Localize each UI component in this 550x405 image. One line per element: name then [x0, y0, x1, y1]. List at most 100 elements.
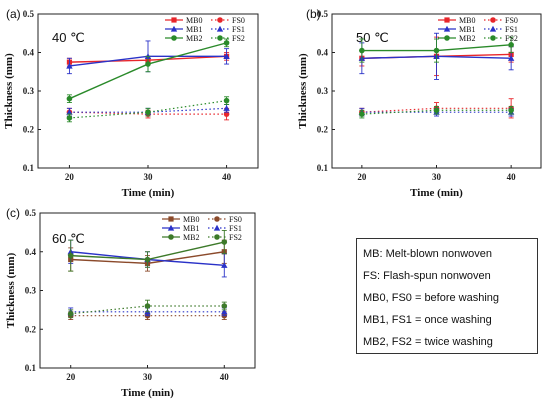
- panel-c-xtick-label-2: 40: [220, 372, 230, 382]
- panel-a-legend-label-fs0: FS0: [232, 16, 245, 25]
- panel-c-series-mb1-point-2: [221, 262, 228, 268]
- panel-b-legend-marker-mb2: [444, 35, 450, 41]
- panel-c-legend-marker-fs1: [213, 224, 221, 231]
- panel-b-legend-label-mb2: MB2: [459, 34, 475, 43]
- panel-a-xtick-label-2: 40: [222, 172, 232, 182]
- panel-b-series-mb2-point-1: [433, 47, 440, 54]
- panel-c-ytick-label-1: 0.2: [25, 324, 37, 334]
- panel-a-series-fs2: [66, 96, 230, 123]
- panel-c-ytick-label-2: 0.3: [25, 286, 37, 296]
- panel-a-legend-marker-mb1: [170, 25, 178, 32]
- panel-a-legend-marker-fs2: [217, 35, 223, 41]
- panel-a-legend-label-mb2: MB2: [186, 34, 202, 43]
- panel-c-ytick-label-0: 0.1: [25, 363, 37, 373]
- panel-b-xtick-label-1: 30: [432, 172, 442, 182]
- panel-c-legend-marker-fs0: [214, 216, 220, 222]
- panel-c-xtick-label-1: 30: [143, 372, 153, 382]
- panel-b-legend-label-mb1: MB1: [459, 25, 475, 34]
- panel-c-label: (c): [6, 206, 20, 220]
- panel-a-legend-label-mb1: MB1: [186, 25, 202, 34]
- panel-a-legend-marker-fs0: [217, 17, 223, 23]
- panel-c-legend-label-fs0: FS0: [229, 215, 242, 224]
- panel-b-ytick-label-2: 0.3: [317, 86, 329, 96]
- key-line-mb: MB: Melt-blown nonwoven: [363, 248, 493, 260]
- panel-b-xtick-label-0: 20: [357, 172, 367, 182]
- panel-a-ytick-label-1: 0.2: [23, 125, 35, 135]
- panel-a-legend-marker-mb0: [171, 17, 177, 23]
- panel-a-series-fs0-point-2: [223, 111, 230, 117]
- panel-b-legend-marker-fs1: [489, 25, 497, 32]
- panel-b-series-mb1-point-2: [507, 55, 515, 61]
- panel-a-series-mb2-point-0: [66, 95, 73, 102]
- panel-b-legend-marker-fs2: [490, 35, 496, 41]
- panel-b-series-fs2-line: [361, 109, 512, 115]
- panel-b-ytick-label-0: 0.1: [317, 163, 329, 173]
- panel-b-chart: (b) 50 ℃ 0.1 0.2 0.3 0.4 0.5 20 30 40 Time (min) Th…: [297, 7, 542, 199]
- abbreviation-key-box: MB: Melt-blown nonwoven FS: Flash-spun n…: [356, 238, 538, 354]
- panel-b-legend-label-fs2: FS2: [505, 34, 518, 43]
- panel-c-legend-label-fs1: FS1: [229, 224, 242, 233]
- panel-c-series-fs1-point-2: [221, 308, 228, 315]
- panel-a-series-mb2-point-2: [223, 40, 230, 46]
- panel-a-legend-label-mb0: MB0: [186, 16, 202, 25]
- panel-a-ytick-label-2: 0.3: [23, 86, 35, 96]
- panel-b-legend-marker-mb0: [444, 17, 450, 23]
- panel-b-x-axis-label: Time (min): [410, 187, 463, 199]
- key-line-wash-1: MB1, FS1 = once washing: [363, 314, 492, 326]
- panel-c-series-fs2-point-1: [144, 303, 151, 309]
- panel-c-legend-label-mb1: MB1: [183, 224, 199, 233]
- panel-a-legend-marker-fs1: [216, 25, 224, 32]
- panel-c-series-fs2-point-2: [221, 303, 228, 309]
- panel-c-annotation: 60 ℃: [52, 231, 85, 246]
- panel-b-legend-marker-fs0: [490, 17, 496, 23]
- panel-c-legend-marker-fs2: [214, 234, 220, 240]
- panel-a-annotation: 40 ℃: [52, 30, 85, 45]
- panel-b-ytick-label-3: 0.4: [317, 48, 329, 58]
- panel-a-series-fs2-point-0: [66, 115, 73, 121]
- panel-b-xtick-label-2: 40: [507, 172, 517, 182]
- panel-b-legend-label-mb0: MB0: [459, 16, 475, 25]
- panel-a-series-mb2: [66, 38, 230, 104]
- panel-a-series-fs2-point-1: [145, 109, 151, 115]
- panel-a-series-fs1-point-0: [66, 108, 73, 115]
- panel-a-xtick-label-1: 30: [144, 172, 154, 182]
- panel-a-ytick-label-4: 0.5: [23, 9, 35, 19]
- panel-a-xtick-label-0: 20: [65, 172, 75, 182]
- panel-a-series-fs2-point-2: [223, 97, 230, 104]
- panel-b-series-fs2-point-2: [508, 107, 514, 114]
- panel-c-legend-marker-mb0: [168, 216, 174, 222]
- panel-c-ytick-label-4: 0.5: [25, 208, 37, 218]
- panel-b-annotation: 50 ℃: [356, 30, 389, 45]
- panel-b-series-fs2-point-1: [433, 107, 440, 114]
- panel-c-series-fs2-point-0: [67, 310, 74, 317]
- panel-c-x-axis-label: Time (min): [121, 387, 174, 399]
- panel-a-legend-marker-mb2: [171, 35, 177, 41]
- key-line-wash-0: MB0, FS0 = before washing: [363, 292, 500, 304]
- panel-b-series-fs2-point-0: [359, 111, 365, 117]
- panel-c-legend-marker-mb1: [167, 224, 175, 231]
- panel-b-ytick-label-1: 0.2: [317, 125, 329, 135]
- panel-b-label: (b): [306, 7, 321, 21]
- panel-a-legend-label-fs2: FS2: [232, 34, 245, 43]
- panel-b-ytick-label-4: 0.5: [317, 9, 329, 19]
- panel-b-legend-marker-mb1: [443, 25, 451, 32]
- panel-a-series-fs1-point-2: [223, 105, 230, 111]
- panel-a-series-mb1-point-0: [66, 62, 73, 69]
- panel-a-series-mb2-point-1: [145, 61, 151, 67]
- panel-a-legend-label-fs1: FS1: [232, 25, 245, 34]
- key-line-wash-2: MB2, FS2 = twice washing: [363, 336, 493, 348]
- panel-b-series-mb2-point-0: [359, 47, 365, 54]
- panel-a-label: (a): [6, 7, 21, 21]
- panel-c-series-fs2: [67, 299, 228, 319]
- panel-a-ytick-label-3: 0.4: [23, 48, 35, 58]
- panel-b-legend-label-fs0: FS0: [505, 16, 518, 25]
- panel-c-y-axis-label: Thickness (mm): [5, 252, 17, 328]
- panel-b-series-mb2-point-2: [508, 42, 514, 48]
- panel-b-legend-label-fs1: FS1: [505, 25, 518, 34]
- panel-c-legend-marker-mb2: [168, 234, 174, 240]
- panel-a-series-mb1-point-2: [223, 53, 230, 59]
